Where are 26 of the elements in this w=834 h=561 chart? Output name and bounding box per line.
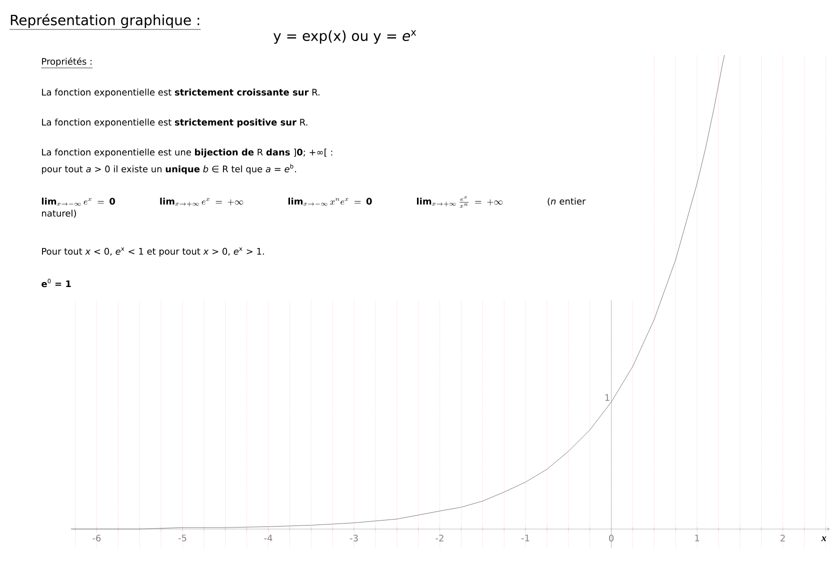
x-tick-label: 1 xyxy=(695,534,700,542)
annotation: $\mathbf{lim}_{x\to+\infty}\, e^{x} = +\infty$ xyxy=(160,198,244,206)
chart-subtitle: y = exp(x) ou y = e$^{x}$ xyxy=(274,30,416,44)
annotation: 1 xyxy=(605,394,610,401)
annotation: La fonction exponentielle est une bijection de R dans ]0; +∞[ : xyxy=(42,148,332,158)
x-tick-label: -2 xyxy=(436,534,444,542)
text: pour tout a > 0 il existe un unique b ∈ R tel que a = e$^{b}$. xyxy=(42,164,296,174)
annotation: La fonction exponentielle est strictement positive sur R. xyxy=(42,118,308,128)
x-axis-title: x xyxy=(821,536,826,542)
text: (n entier xyxy=(548,198,586,206)
x-tick-label: 2 xyxy=(780,534,785,542)
annotation: La fonction exponentielle est strictement croissante sur R. xyxy=(42,88,320,98)
annotation: $\mathbf{lim}_{x\to-\infty}\, x^{n}e^{x} = \mathbf{0}$ xyxy=(288,198,372,206)
x-tick-label: -5 xyxy=(178,534,186,542)
text: Pour tout x < 0, e$^{x}$ < 1 et pour tout x > 0, e$^{x}$ > 1. xyxy=(42,248,264,256)
annotation: $\mathbf{lim}_{x\to+\infty}\, \frac{e^{x}}{x^{n}} = +\infty$ xyxy=(417,196,502,208)
x-tick-label: -6 xyxy=(92,534,101,542)
annotation: Propriétés : xyxy=(42,57,92,67)
text: e$^{0}$ = 1 xyxy=(42,278,71,288)
annotation: $\mathbf{lim}_{x\to-\infty}\, e^{x} = \mathbf{0}$ xyxy=(42,198,116,206)
text: naturel) xyxy=(42,210,76,218)
x-tick-label: 0 xyxy=(609,534,614,542)
x-tick-label: -1 xyxy=(521,534,530,542)
x-tick-label: -3 xyxy=(350,534,358,542)
x-tick-label: -4 xyxy=(264,534,272,542)
chart-title: Représentation graphique : xyxy=(10,14,200,28)
